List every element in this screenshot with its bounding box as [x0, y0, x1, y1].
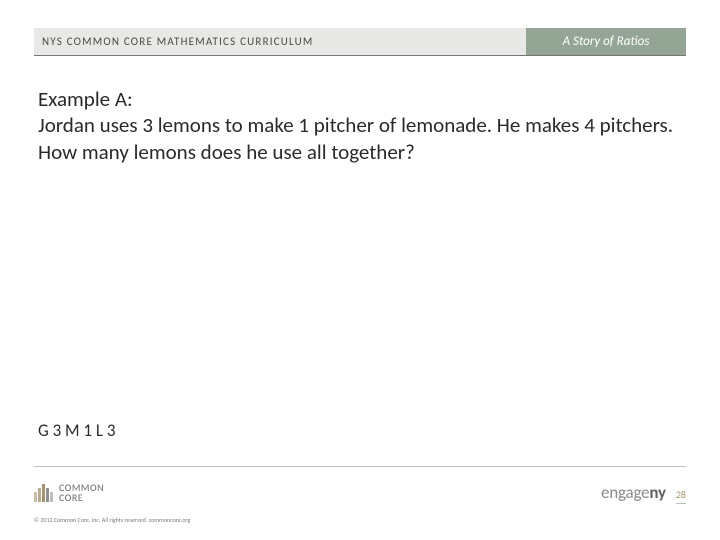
- footer-divider: [34, 466, 686, 467]
- engageny-logo: engageny: [601, 482, 666, 503]
- cc-logo-line2: CORE: [59, 493, 104, 503]
- page-number: 28: [676, 488, 686, 504]
- footer: COMMON CORE engageny 28: [34, 478, 686, 508]
- example-body: Jordan uses 3 lemons to make 1 pitcher o…: [38, 112, 682, 165]
- header-right-label: A Story of Ratios: [526, 28, 686, 55]
- logo-bars-icon: [34, 484, 53, 502]
- lesson-reference: G 3 M 1 L 3: [38, 420, 115, 441]
- example-title: Example A:: [38, 86, 682, 112]
- slide-content: Example A: Jordan uses 3 lemons to make …: [38, 86, 682, 165]
- copyright-text: © 2012 Common Core, Inc. All rights rese…: [34, 516, 190, 524]
- footer-right: engageny 28: [601, 482, 686, 504]
- common-core-text: COMMON CORE: [59, 483, 104, 503]
- header-left-label: NYS COMMON CORE MATHEMATICS CURRICULUM: [34, 28, 526, 55]
- engage-prefix: engage: [601, 482, 649, 503]
- common-core-logo: COMMON CORE: [34, 483, 104, 503]
- engage-suffix: ny: [649, 482, 665, 503]
- header-bar: NYS COMMON CORE MATHEMATICS CURRICULUM A…: [34, 28, 686, 56]
